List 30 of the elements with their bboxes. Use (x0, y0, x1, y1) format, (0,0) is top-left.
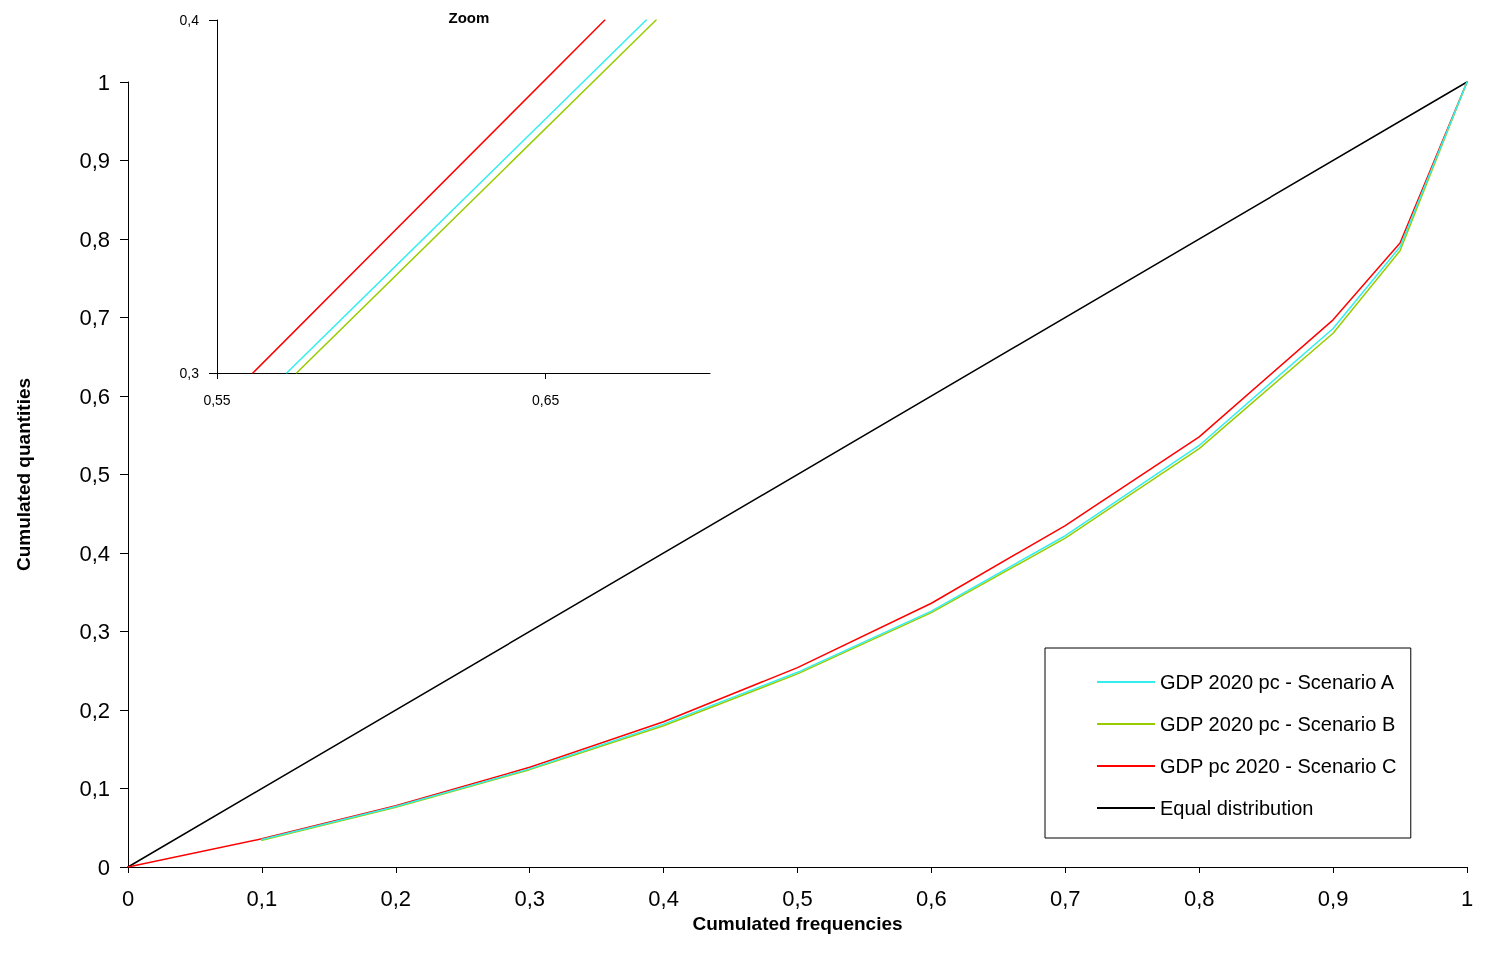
y-tick-label: 0 (97, 854, 110, 880)
x-tick-label: 0,9 (1317, 885, 1349, 911)
y-tick-label: 0,2 (79, 697, 110, 723)
x-tick-label: 0,55 (203, 392, 231, 408)
x-tick-label: 0,4 (648, 885, 679, 911)
x-tick-label: 0,2 (380, 885, 412, 911)
x-axis-title: Cumulated frequencies (692, 912, 903, 934)
x-tick-label: 0,3 (514, 885, 545, 911)
legend-label: Equal distribution (1160, 797, 1314, 819)
x-tick-label: 0,7 (1050, 885, 1081, 911)
y-tick-label: 0,1 (79, 776, 110, 801)
x-tick-label: 0,5 (782, 885, 813, 911)
y-tick-label: 0,5 (79, 462, 110, 487)
legend-label: GDP 2020 pc - Scenario B (1160, 713, 1396, 735)
y-tick-label: 0,9 (79, 148, 110, 173)
legend-label: GDP pc 2020 - Scenario C (1160, 755, 1397, 777)
x-tick-label: 0,65 (532, 392, 560, 408)
y-tick-label: 0,4 (79, 540, 110, 566)
x-tick-label: 1 (1460, 885, 1474, 911)
legend-label: GDP 2020 pc - Scenario A (1160, 671, 1395, 693)
x-tick-label: 0,6 (916, 885, 947, 911)
x-tick-label: 0 (121, 885, 135, 911)
chart-title: Zoom (448, 9, 490, 26)
y-tick-label: 0,8 (79, 226, 110, 252)
y-tick-label: 1 (97, 69, 110, 95)
y-axis-title: Cumulated quantities (13, 377, 34, 572)
x-tick-label: 0,8 (1183, 885, 1215, 911)
y-tick-label: 0,7 (79, 305, 110, 330)
x-tick-label: 0,1 (246, 885, 278, 911)
y-tick-label: 0,3 (79, 619, 110, 644)
